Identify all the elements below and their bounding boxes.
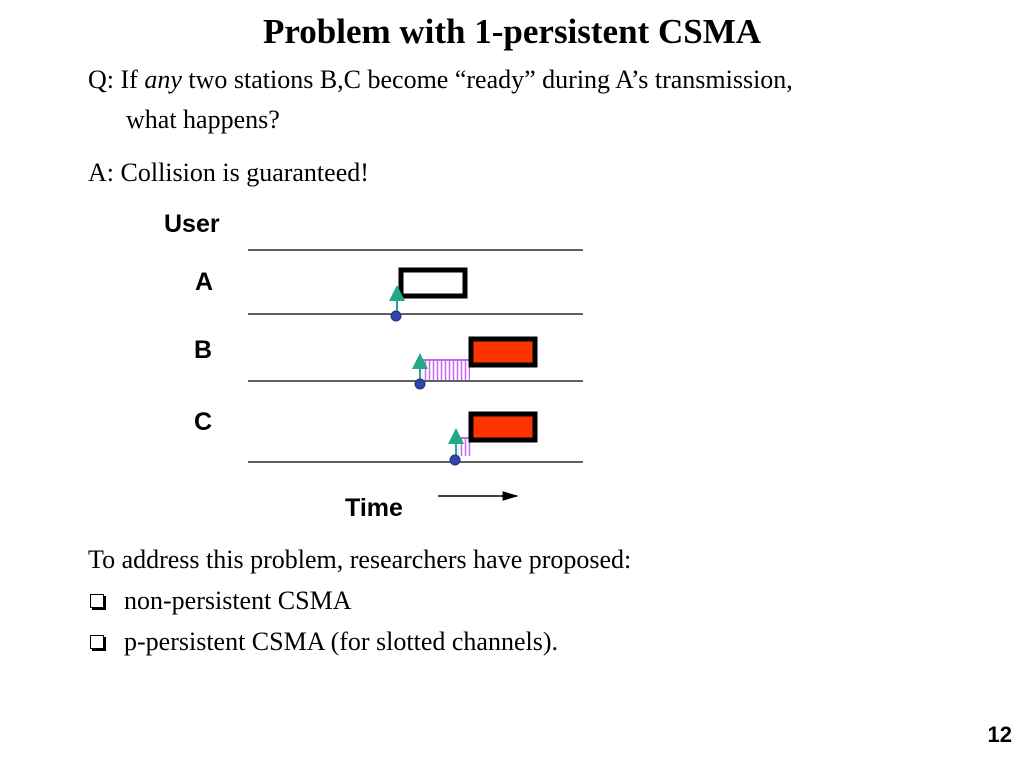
user-axis-label: User (164, 210, 220, 238)
frame-a (398, 267, 468, 299)
address-intro: To address this problem, researchers hav… (88, 545, 632, 574)
answer-text: A: Collision is guaranteed! (88, 158, 369, 187)
proposal-list: non-persistent CSMA p-persistent CSMA (f… (88, 580, 558, 662)
question-text: Q: If any two stations B,C become “ready… (88, 60, 793, 140)
question-rest: two stations B,C become “ready” during A… (181, 65, 793, 94)
checkbox-bullet-icon (90, 593, 104, 608)
question-emphasis: any (144, 65, 182, 94)
slide-title: Problem with 1-persistent CSMA (262, 12, 762, 51)
checkbox-bullet-icon (90, 634, 104, 649)
list-item: p-persistent CSMA (for slotted channels)… (88, 621, 558, 662)
ready-dot-b (414, 378, 426, 390)
frame-b-collision (468, 336, 538, 368)
ready-dot-a (390, 310, 402, 322)
frame-c-collision (468, 411, 538, 443)
list-item-label: non-persistent CSMA (124, 586, 352, 615)
list-item-label: p-persistent CSMA (for slotted channels)… (124, 627, 558, 656)
row-label-a: A (195, 268, 213, 296)
question-line2: what happens? (126, 105, 280, 134)
time-axis-label: Time (345, 494, 403, 522)
wait-hatch-b (422, 360, 470, 380)
row-label-c: C (194, 408, 212, 436)
page-number: 12 (987, 722, 1012, 747)
row-label-b: B (194, 336, 212, 364)
ready-dot-c (449, 454, 461, 466)
question-prefix: Q: If (88, 65, 145, 94)
list-item: non-persistent CSMA (88, 580, 558, 621)
